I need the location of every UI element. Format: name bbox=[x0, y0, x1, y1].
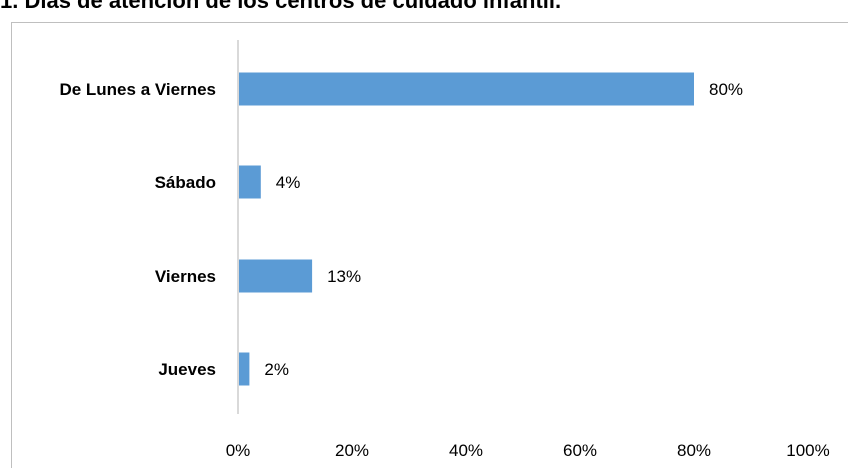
x-tick-label: 100% bbox=[786, 441, 829, 460]
x-tick-label: 0% bbox=[226, 441, 251, 460]
category-label: De Lunes a Viernes bbox=[59, 80, 216, 99]
data-label: 13% bbox=[327, 267, 361, 286]
x-tick-label: 20% bbox=[335, 441, 369, 460]
chart-title: 1. Días de atención de los centros de cu… bbox=[0, 0, 562, 13]
x-tick-label: 80% bbox=[677, 441, 711, 460]
bar bbox=[239, 72, 694, 106]
x-tick-label: 60% bbox=[563, 441, 597, 460]
data-label: 80% bbox=[709, 80, 743, 99]
category-label: Viernes bbox=[155, 267, 216, 286]
category-label: Jueves bbox=[158, 360, 216, 379]
chart-area bbox=[11, 22, 848, 468]
data-label: 2% bbox=[264, 360, 289, 379]
data-label: 4% bbox=[276, 173, 301, 192]
bar bbox=[239, 352, 250, 386]
x-tick-label: 40% bbox=[449, 441, 483, 460]
bar bbox=[239, 165, 261, 199]
bar bbox=[239, 259, 313, 293]
category-label: Sábado bbox=[155, 173, 216, 192]
